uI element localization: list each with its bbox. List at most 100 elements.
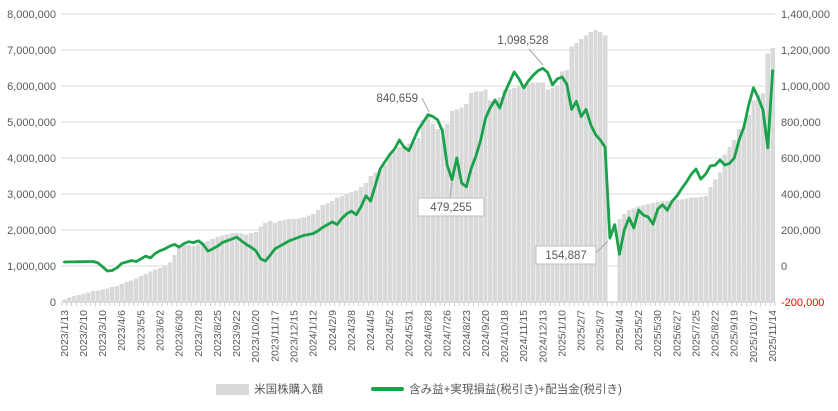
bar: [650, 203, 656, 302]
bar: [201, 242, 206, 302]
x-axis-tick-label: 2024/4/5: [365, 310, 377, 351]
bar: [655, 201, 660, 302]
bar: [157, 267, 163, 302]
bar: [110, 286, 115, 302]
bar: [234, 232, 239, 302]
bar: [497, 96, 502, 302]
x-axis-tick-label: 2023/6/2: [154, 310, 166, 351]
x-axis-tick-label: 2023/6/30: [174, 310, 186, 357]
x-axis-tick-label: 2023/11/17: [269, 310, 281, 362]
bar: [153, 269, 158, 302]
annotation-box: [417, 197, 485, 217]
legend-label: 含み益+実現損益(税引き)+配当金(税引き): [409, 384, 622, 396]
bar: [67, 297, 72, 302]
left-axis-tick-label: 0: [50, 297, 56, 309]
bar: [105, 288, 110, 302]
bar: [402, 145, 407, 302]
bar: [162, 266, 168, 302]
bar: [71, 296, 77, 302]
right-axis-tick-label: 1,400,000: [781, 9, 830, 21]
bar: [693, 197, 699, 302]
bar: [492, 102, 498, 302]
left-axis-tick-label: 4,000,000: [7, 153, 56, 165]
bar: [358, 186, 364, 302]
legend-item-profit-line: 含み益+実現損益(税引き)+配当金(税引き): [371, 381, 622, 397]
bar: [665, 201, 670, 302]
bar: [119, 284, 124, 302]
bar: [488, 100, 493, 303]
annotation-154887: 154,887: [535, 240, 609, 265]
bar: [344, 194, 349, 302]
x-axis-tick-label: 2023/12/15: [288, 310, 300, 363]
bar: [674, 199, 680, 302]
bar: [172, 255, 177, 302]
bar: [516, 86, 522, 302]
bar: [268, 221, 273, 302]
bar: [741, 125, 747, 302]
x-axis-tick-label: 2023/2/10: [78, 310, 90, 357]
x-axis-tick-label: 2025/9/19: [729, 310, 741, 357]
bar-series-swatch: [216, 383, 250, 395]
bar: [229, 233, 235, 302]
bar: [244, 234, 249, 302]
bar: [291, 219, 297, 302]
annotation-840659: 840,659: [376, 93, 430, 113]
x-axis-tick-label: 2024/3/8: [346, 310, 358, 351]
bar: [335, 197, 340, 302]
bar: [315, 210, 321, 302]
bar: [129, 280, 134, 302]
bar: [746, 114, 751, 302]
bar: [574, 42, 579, 303]
bar: [684, 198, 689, 302]
bar: [535, 82, 541, 303]
x-axis-tick-label: 2025/3/7: [595, 310, 607, 351]
bar: [622, 213, 627, 302]
x-axis-tick-label: 2024/11/15: [518, 310, 530, 362]
legend-item-purchase-amount: 米国株購入額: [216, 381, 323, 397]
bar: [138, 276, 144, 302]
x-axis-tick-label: 2025/10/17: [748, 310, 760, 363]
bar: [100, 289, 105, 302]
bar: [62, 299, 67, 302]
x-axis-tick-label: 2023/9/22: [231, 310, 243, 357]
bar: [564, 69, 569, 302]
annotation-label: 479,255: [430, 202, 472, 214]
x-axis-tick-label: 2024/2/9: [327, 310, 339, 351]
bar: [569, 46, 574, 303]
bar: [378, 168, 383, 302]
bar: [483, 89, 488, 302]
x-axis-tick-label: 2023/5/5: [135, 310, 147, 351]
x-axis-tick-label: 2024/1/12: [308, 310, 320, 357]
bar: [181, 243, 187, 302]
bar: [124, 282, 129, 302]
legend-label: 米国株購入額: [254, 384, 324, 396]
left-axis-tick-label: 1,000,000: [7, 261, 56, 273]
bar: [148, 271, 153, 302]
bar: [191, 246, 196, 302]
bar: [689, 197, 694, 302]
bar: [258, 226, 263, 302]
combo-chart: 0 1,000,000 2,000,000 3,000,000 4,000,000 5,0…: [7, 9, 830, 363]
bar: [95, 290, 101, 302]
bar: [205, 240, 211, 302]
bar: [143, 273, 148, 302]
bar: [287, 219, 292, 302]
bar: [626, 210, 632, 302]
bar: [545, 89, 550, 302]
bar: [215, 237, 220, 302]
bar: [559, 71, 565, 302]
bar: [248, 232, 254, 302]
bar: [588, 32, 593, 302]
bar: [411, 141, 416, 302]
annotation-1098528: 1,098,528: [497, 35, 549, 66]
right-axis-tick-label: 600,000: [781, 153, 821, 165]
bar: [263, 222, 268, 302]
bar: [512, 87, 517, 302]
x-axis-tick-label: 2025/8/22: [710, 310, 722, 357]
x-axis-tick-label: 2025/2/7: [576, 310, 588, 351]
bar: [114, 285, 120, 302]
bar: [593, 30, 598, 302]
x-axis-tick-label: 2023/4/6: [116, 310, 128, 351]
right-axis-tick-label: 0: [781, 261, 787, 273]
bar: [416, 138, 421, 302]
